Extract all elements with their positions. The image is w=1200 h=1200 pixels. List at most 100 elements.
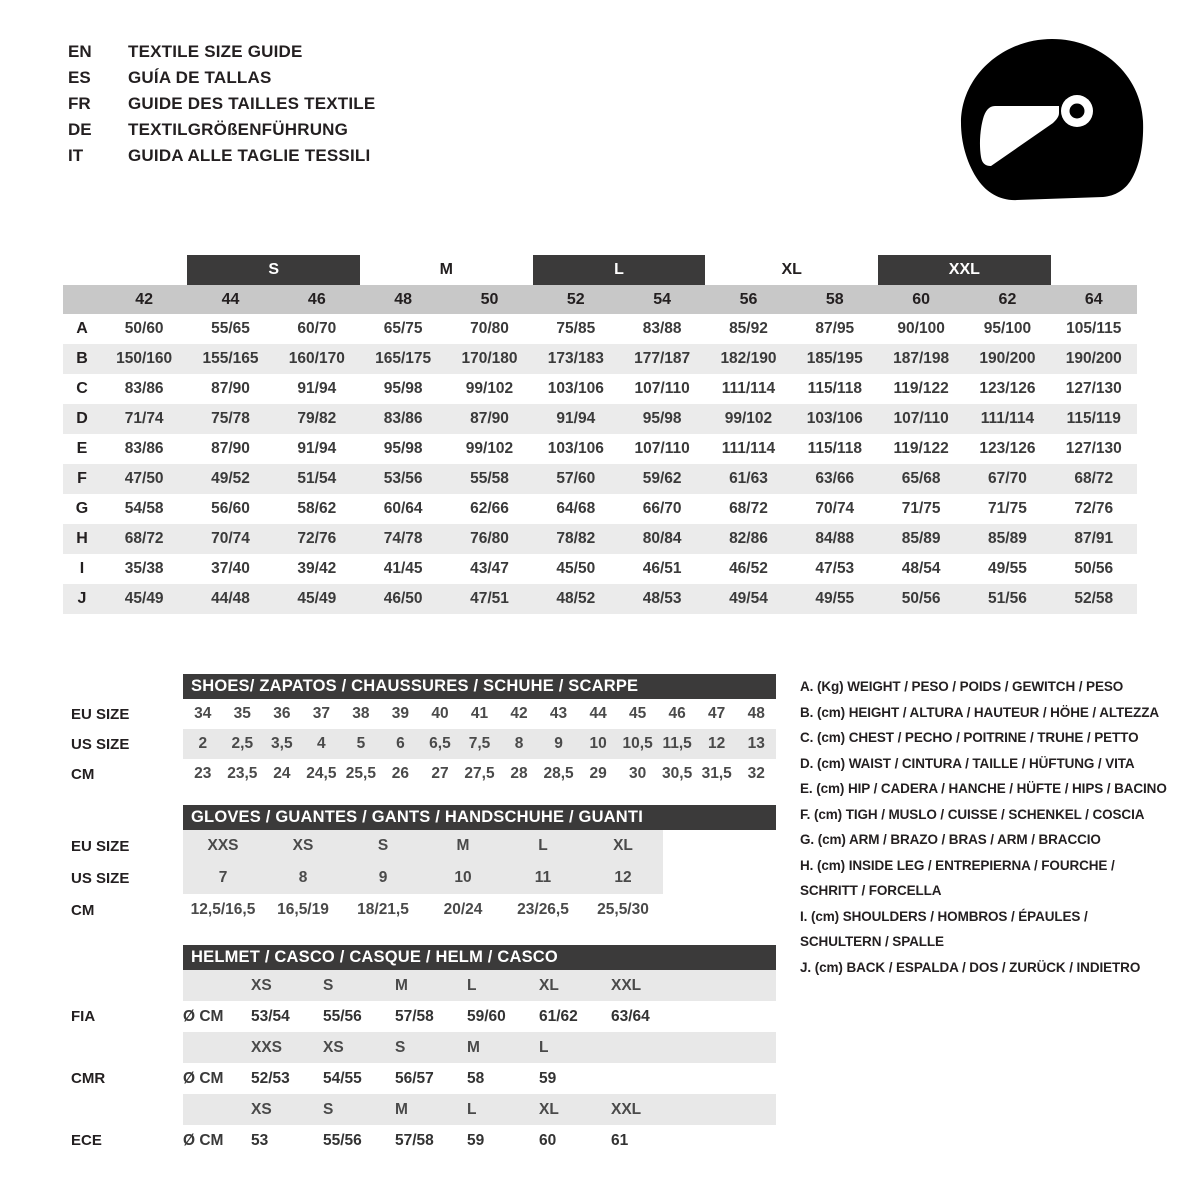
helmet-unit-label: Ø CM bbox=[183, 1069, 224, 1087]
row-letter: E bbox=[76, 440, 88, 457]
size-cell: 45 bbox=[628, 705, 647, 722]
measurement-legend: A. (Kg) WEIGHT / PESO / POIDS / GEWITCH … bbox=[800, 674, 1180, 980]
measurement-cell: 99/102 bbox=[724, 410, 773, 427]
size-number-cell: 52 bbox=[566, 291, 585, 308]
measurement-cell: 127/130 bbox=[1065, 380, 1122, 397]
measurement-cell: 72/76 bbox=[1074, 500, 1114, 517]
size-cell: XS bbox=[292, 837, 314, 854]
size-cell: 9 bbox=[554, 735, 563, 752]
size-cell: 28 bbox=[510, 765, 528, 782]
helmet-standard-label: CMR bbox=[71, 1070, 106, 1087]
table-row: CM 23 23,5 24 24,5 25,5 26 27 27,5 28 28,5 29 30 30,5… bbox=[63, 759, 776, 789]
row-label: CM bbox=[71, 765, 95, 783]
measurement-cell: 82/86 bbox=[729, 530, 768, 547]
row-letter: H bbox=[76, 530, 88, 547]
row-cells: 7 8 9 10 11 12 bbox=[183, 862, 776, 894]
measurement-cell: 115/118 bbox=[807, 380, 862, 397]
size-number-cell: 42 bbox=[135, 291, 154, 308]
measurement-cell: 58/62 bbox=[297, 500, 337, 517]
size-cell: 10 bbox=[589, 735, 607, 752]
measurement-cell: 68/72 bbox=[729, 500, 768, 517]
size-cell: 12,5/16,5 bbox=[190, 901, 256, 918]
measurement-cell: 57/60 bbox=[556, 470, 596, 487]
title-language-code: EN bbox=[68, 42, 92, 61]
size-cell: 37 bbox=[312, 705, 330, 722]
title-row: EN TEXTILE SIZE GUIDE bbox=[68, 42, 375, 68]
size-cell: 4 bbox=[317, 735, 326, 752]
title-block: EN TEXTILE SIZE GUIDE ES GUÍA DE TALLAS FR GU… bbox=[68, 42, 375, 172]
measurement-cell: 52/58 bbox=[1074, 590, 1114, 607]
table-row: EU SIZE XXS XS S M L XL bbox=[63, 830, 776, 862]
measurement-cell: 72/76 bbox=[297, 530, 337, 547]
size-number-cell: 62 bbox=[998, 291, 1017, 308]
size-cell: 30,5 bbox=[662, 765, 693, 782]
size-label-empty bbox=[1051, 255, 1137, 285]
table-row: F 47/50 49/52 51/54 53/56 55/58 57/60 59/62 61/6… bbox=[63, 464, 1137, 494]
helmet-value-cell: 55/56 bbox=[323, 1131, 362, 1149]
row-letter: A bbox=[76, 320, 88, 337]
size-number-cell: 44 bbox=[221, 291, 240, 308]
row-cells: XXS XS S M L XL bbox=[183, 830, 776, 862]
table-row: CMR Ø CM 52/53 54/55 56/57 58 59 bbox=[63, 1063, 776, 1094]
measurement-cell: 85/89 bbox=[988, 530, 1027, 547]
measurement-cell: 37/40 bbox=[211, 560, 250, 577]
measurement-cell: 71/75 bbox=[988, 500, 1027, 517]
size-cell: 25,5/30 bbox=[597, 901, 649, 918]
row-cells: XXS XS S M L bbox=[251, 1032, 776, 1063]
title-text: GUIDE DES TAILLES TEXTILE bbox=[128, 94, 376, 113]
legend-line: I. (cm) SHOULDERS / HOMBROS / ÉPAULES / bbox=[800, 908, 1088, 924]
helmet-standard-label: FIA bbox=[71, 1008, 96, 1025]
measurement-cell: 74/78 bbox=[383, 530, 423, 547]
size-cell: 13 bbox=[747, 735, 765, 752]
measurement-cell: 49/52 bbox=[211, 470, 250, 487]
measurement-cell: 44/48 bbox=[211, 590, 250, 607]
size-label-xl: XL bbox=[781, 261, 802, 278]
measurement-cell: 49/55 bbox=[988, 560, 1027, 577]
legend-line: E. (cm) HIP / CADERA / HANCHE / HÜFTE / … bbox=[800, 781, 1167, 796]
helmet-size-table: HELMET / CASCO / CASQUE / HELM / CASCO X… bbox=[63, 945, 776, 1156]
size-cell: 6 bbox=[396, 735, 405, 752]
shoes-table-body: EU SIZE 34 35 36 37 38 39 40 41 42 43 44 45 46 47 48 US … bbox=[63, 699, 776, 789]
size-cell: 31,5 bbox=[701, 765, 732, 782]
row-letter-spacer bbox=[63, 285, 101, 314]
size-cell: 8 bbox=[298, 869, 308, 886]
measurement-cell: 53/56 bbox=[383, 470, 423, 487]
size-cell: L bbox=[538, 837, 548, 854]
measurement-cell: 107/110 bbox=[634, 380, 690, 397]
measurement-cell: 45/50 bbox=[556, 560, 596, 577]
measurement-cell: 71/75 bbox=[901, 500, 941, 517]
size-cell: 23 bbox=[194, 765, 212, 782]
helmet-value-cell: 57/58 bbox=[395, 1007, 434, 1025]
helmet-value-cell: 59 bbox=[539, 1069, 557, 1087]
measurement-cell: 95/98 bbox=[383, 380, 423, 397]
measurement-cell: 127/130 bbox=[1065, 440, 1122, 457]
row-label: CM bbox=[71, 901, 95, 919]
measurement-cell: 119/122 bbox=[893, 440, 949, 457]
measurement-cell: 187/198 bbox=[893, 350, 950, 367]
legend-line: B. (cm) HEIGHT / ALTURA / HAUTEUR / HÖHE… bbox=[800, 704, 1159, 720]
size-cell: 10,5 bbox=[622, 735, 653, 752]
measurement-cell: 51/54 bbox=[297, 470, 337, 487]
size-cell: 6,5 bbox=[429, 735, 451, 752]
size-cell: 28,5 bbox=[543, 765, 574, 782]
measurement-cell: 65/68 bbox=[901, 470, 941, 487]
measurement-cell: 56/60 bbox=[211, 500, 250, 517]
size-cell: 9 bbox=[378, 869, 388, 886]
size-cell: 47 bbox=[708, 705, 726, 722]
measurement-cell: 35/38 bbox=[124, 560, 164, 577]
measurement-cell: 47/51 bbox=[470, 590, 509, 607]
legend-line: D. (cm) WAIST / CINTURA / TAILLE / HÜFTU… bbox=[800, 755, 1135, 771]
helmet-size-label: XS bbox=[323, 1038, 344, 1056]
helmet-size-label: S bbox=[395, 1038, 406, 1056]
table-row: CM 12,5/16,5 16,5/19 18/21,5 20/24 23/26,5 25,… bbox=[63, 894, 776, 926]
size-number-cell: 46 bbox=[307, 291, 326, 308]
measurement-cell: 91/94 bbox=[297, 380, 337, 397]
table-row: XS S M L XL XXL bbox=[63, 970, 776, 1001]
measurement-cell: 50/56 bbox=[901, 590, 941, 607]
size-cell: 2,5 bbox=[231, 735, 254, 752]
measurement-cell: 99/102 bbox=[465, 380, 514, 397]
helmet-size-label: XL bbox=[539, 1100, 559, 1118]
measurement-cell: 123/126 bbox=[979, 380, 1036, 397]
measurement-cell: 83/86 bbox=[124, 380, 164, 397]
measurement-cell: 103/106 bbox=[547, 440, 604, 457]
